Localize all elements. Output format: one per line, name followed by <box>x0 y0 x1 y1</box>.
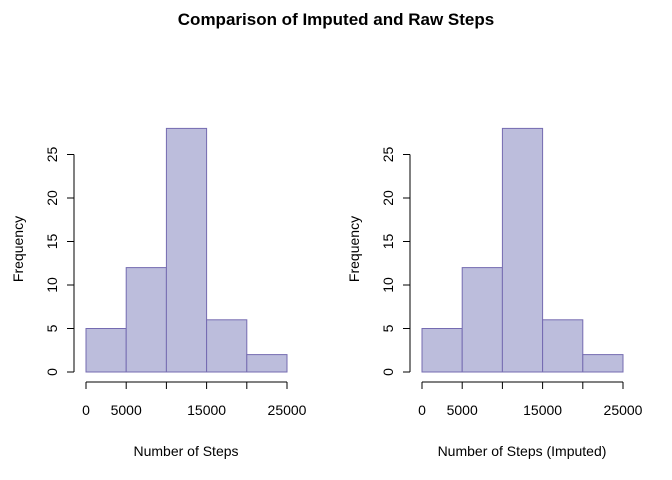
raw-x-tick-label-5: 25000 <box>268 402 307 418</box>
raw-histogram-bar-1 <box>125 267 167 373</box>
imputed-x-tick-label-5: 25000 <box>604 402 643 418</box>
imputed-histogram-bar-1 <box>461 267 503 373</box>
page-title: Comparison of Imputed and Raw Steps <box>177 10 495 29</box>
imputed-histogram-bar-2 <box>501 127 544 373</box>
raw-y-tick-label-5: 25 <box>44 147 60 163</box>
raw-x-tick-label-0: 0 <box>82 402 90 418</box>
imputed-y-tick-label-2: 10 <box>380 277 396 293</box>
imputed-x-tick-label-3: 15000 <box>523 402 562 418</box>
raw-x-axis-label: Number of Steps <box>133 443 238 459</box>
imputed-y-tick-label-1: 5 <box>380 324 396 332</box>
raw-histogram-bar-4 <box>246 354 288 373</box>
raw-x-tick-label-1: 5000 <box>111 402 142 418</box>
raw-histogram-bar-2 <box>165 127 208 373</box>
raw-y-tick-label-4: 20 <box>44 190 60 206</box>
imputed-x-axis-label: Number of Steps (Imputed) <box>438 443 607 459</box>
raw-x-tick-label-3: 15000 <box>187 402 226 418</box>
imputed-y-tick-label-3: 15 <box>380 234 396 250</box>
imputed-y-tick-label-4: 20 <box>380 190 396 206</box>
imputed-y-axis-label: Frequency <box>346 216 362 282</box>
raw-y-tick-label-1: 5 <box>44 324 60 332</box>
raw-y-tick-label-2: 10 <box>44 277 60 293</box>
raw-y-tick-label-0: 0 <box>44 368 60 376</box>
imputed-y-tick-label-5: 25 <box>380 147 396 163</box>
imputed-x-tick-label-1: 5000 <box>447 402 478 418</box>
imputed-y-tick-label-0: 0 <box>380 368 396 376</box>
imputed-x-tick-label-0: 0 <box>418 402 426 418</box>
imputed-histogram-bar-0 <box>421 328 463 373</box>
imputed-histogram-bar-4 <box>582 354 624 373</box>
imputed-histogram-bar-3 <box>542 319 584 373</box>
raw-y-axis-label: Frequency <box>10 216 26 282</box>
raw-histogram-bar-3 <box>206 319 248 373</box>
raw-y-tick-label-3: 15 <box>44 234 60 250</box>
